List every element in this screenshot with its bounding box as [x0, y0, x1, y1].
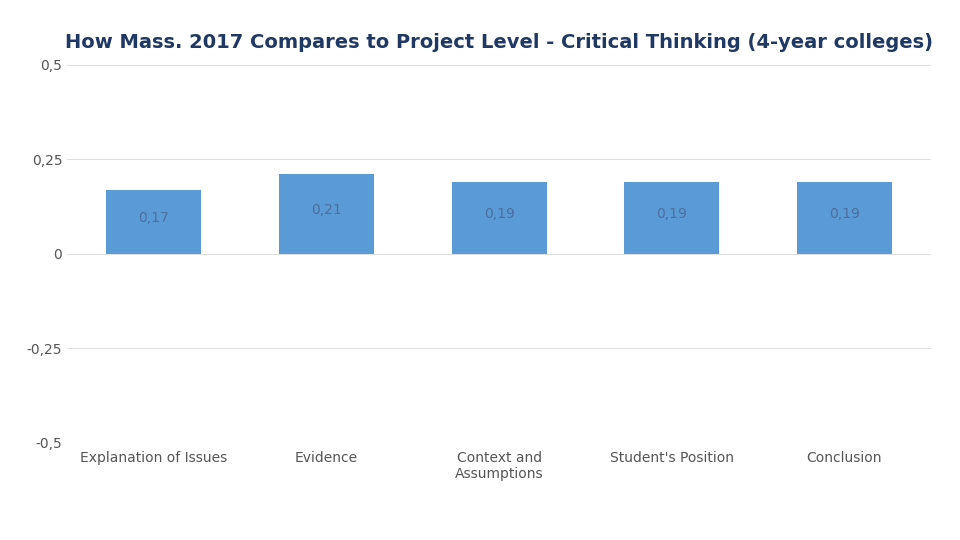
Text: 0,19: 0,19 [829, 207, 860, 221]
Bar [107, 190, 202, 254]
Bar [624, 182, 719, 254]
Bar [279, 174, 374, 254]
Text: 0,19: 0,19 [484, 207, 515, 221]
Text: 0,19: 0,19 [657, 207, 687, 221]
Bar [452, 182, 546, 254]
Title: How Mass. 2017 Compares to Project Level - Critical Thinking (4-year colleges): How Mass. 2017 Compares to Project Level… [65, 33, 933, 52]
Text: 0,21: 0,21 [311, 203, 342, 217]
Text: 0,17: 0,17 [138, 212, 169, 226]
Bar [797, 182, 892, 254]
